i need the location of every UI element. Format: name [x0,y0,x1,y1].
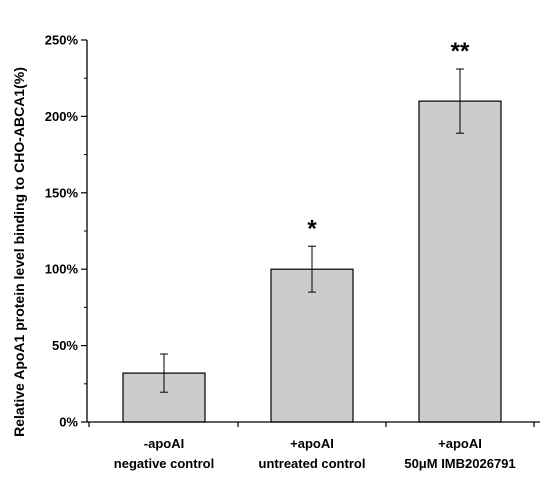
significance-marker: ** [451,38,470,65]
bar-2 [270,268,354,423]
significance-marker: * [307,215,317,242]
y-axis-label: Relative ApoA1 protein level binding to … [11,67,27,437]
error-bars-layer [160,68,464,393]
y-tick-label: 150% [45,185,79,200]
y-tick-label: 0% [59,415,78,430]
x-tick-label-line2: untreated control [259,456,366,471]
axes-layer [81,39,540,427]
bar-3 [418,100,502,423]
y-tick-label: 250% [45,33,79,48]
y-tick-label: 100% [45,262,79,277]
labels-layer: 0% 50% 100% 150% 200% 250% -apoAI negative cont… [45,33,516,472]
x-tick-label-line1: -apoAI [144,436,184,451]
x-tick-label-line1: +apoAI [438,436,482,451]
x-tick-label-line2: negative control [114,456,214,471]
y-tick-label: 200% [45,109,79,124]
x-tick-label-line2: 50μM IMB2026791 [404,456,515,471]
x-tick-label-line1: +apoAI [290,436,334,451]
y-tick-label: 50% [52,338,78,353]
